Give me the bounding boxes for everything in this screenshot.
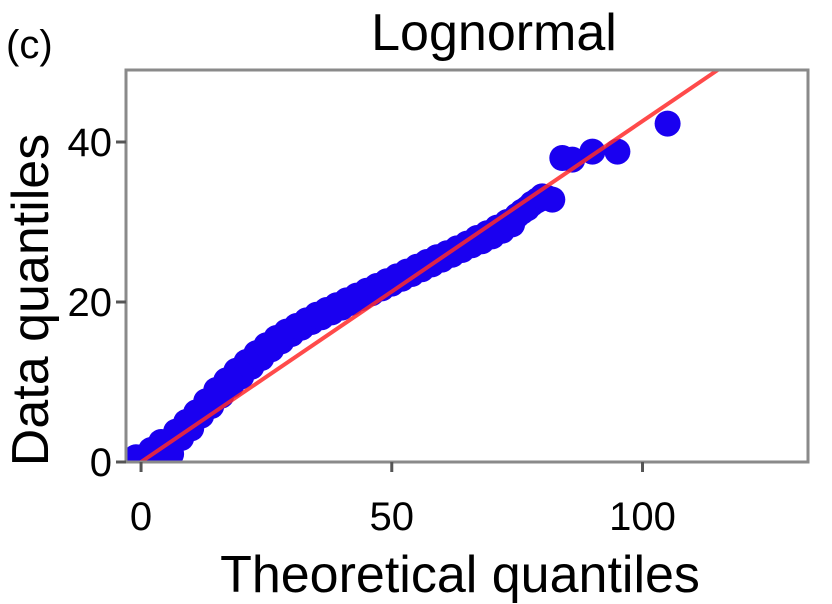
x-tick-label: 100 (609, 495, 676, 539)
plot-frame (124, 68, 810, 464)
x-axis-label: Theoretical quantiles (220, 546, 700, 604)
y-tick-label: 40 (68, 121, 113, 165)
x-axis-ticks: 0 50 100 (130, 462, 676, 539)
panel-label: (c) (6, 23, 53, 67)
reference-line (139, 70, 719, 462)
y-axis-label: Data quantiles (2, 134, 60, 466)
y-tick-label: 20 (68, 281, 113, 325)
x-tick-label: 50 (370, 495, 415, 539)
data-point (654, 110, 681, 137)
y-tick-label: 0 (90, 441, 112, 485)
reference-line-group (139, 70, 719, 462)
data-point (539, 186, 566, 213)
x-tick-label: 0 (130, 495, 152, 539)
scatter-points (126, 110, 681, 462)
y-axis-ticks: 0 20 40 (68, 121, 126, 485)
data-point (604, 138, 631, 165)
chart-title: Lognormal (371, 4, 617, 62)
